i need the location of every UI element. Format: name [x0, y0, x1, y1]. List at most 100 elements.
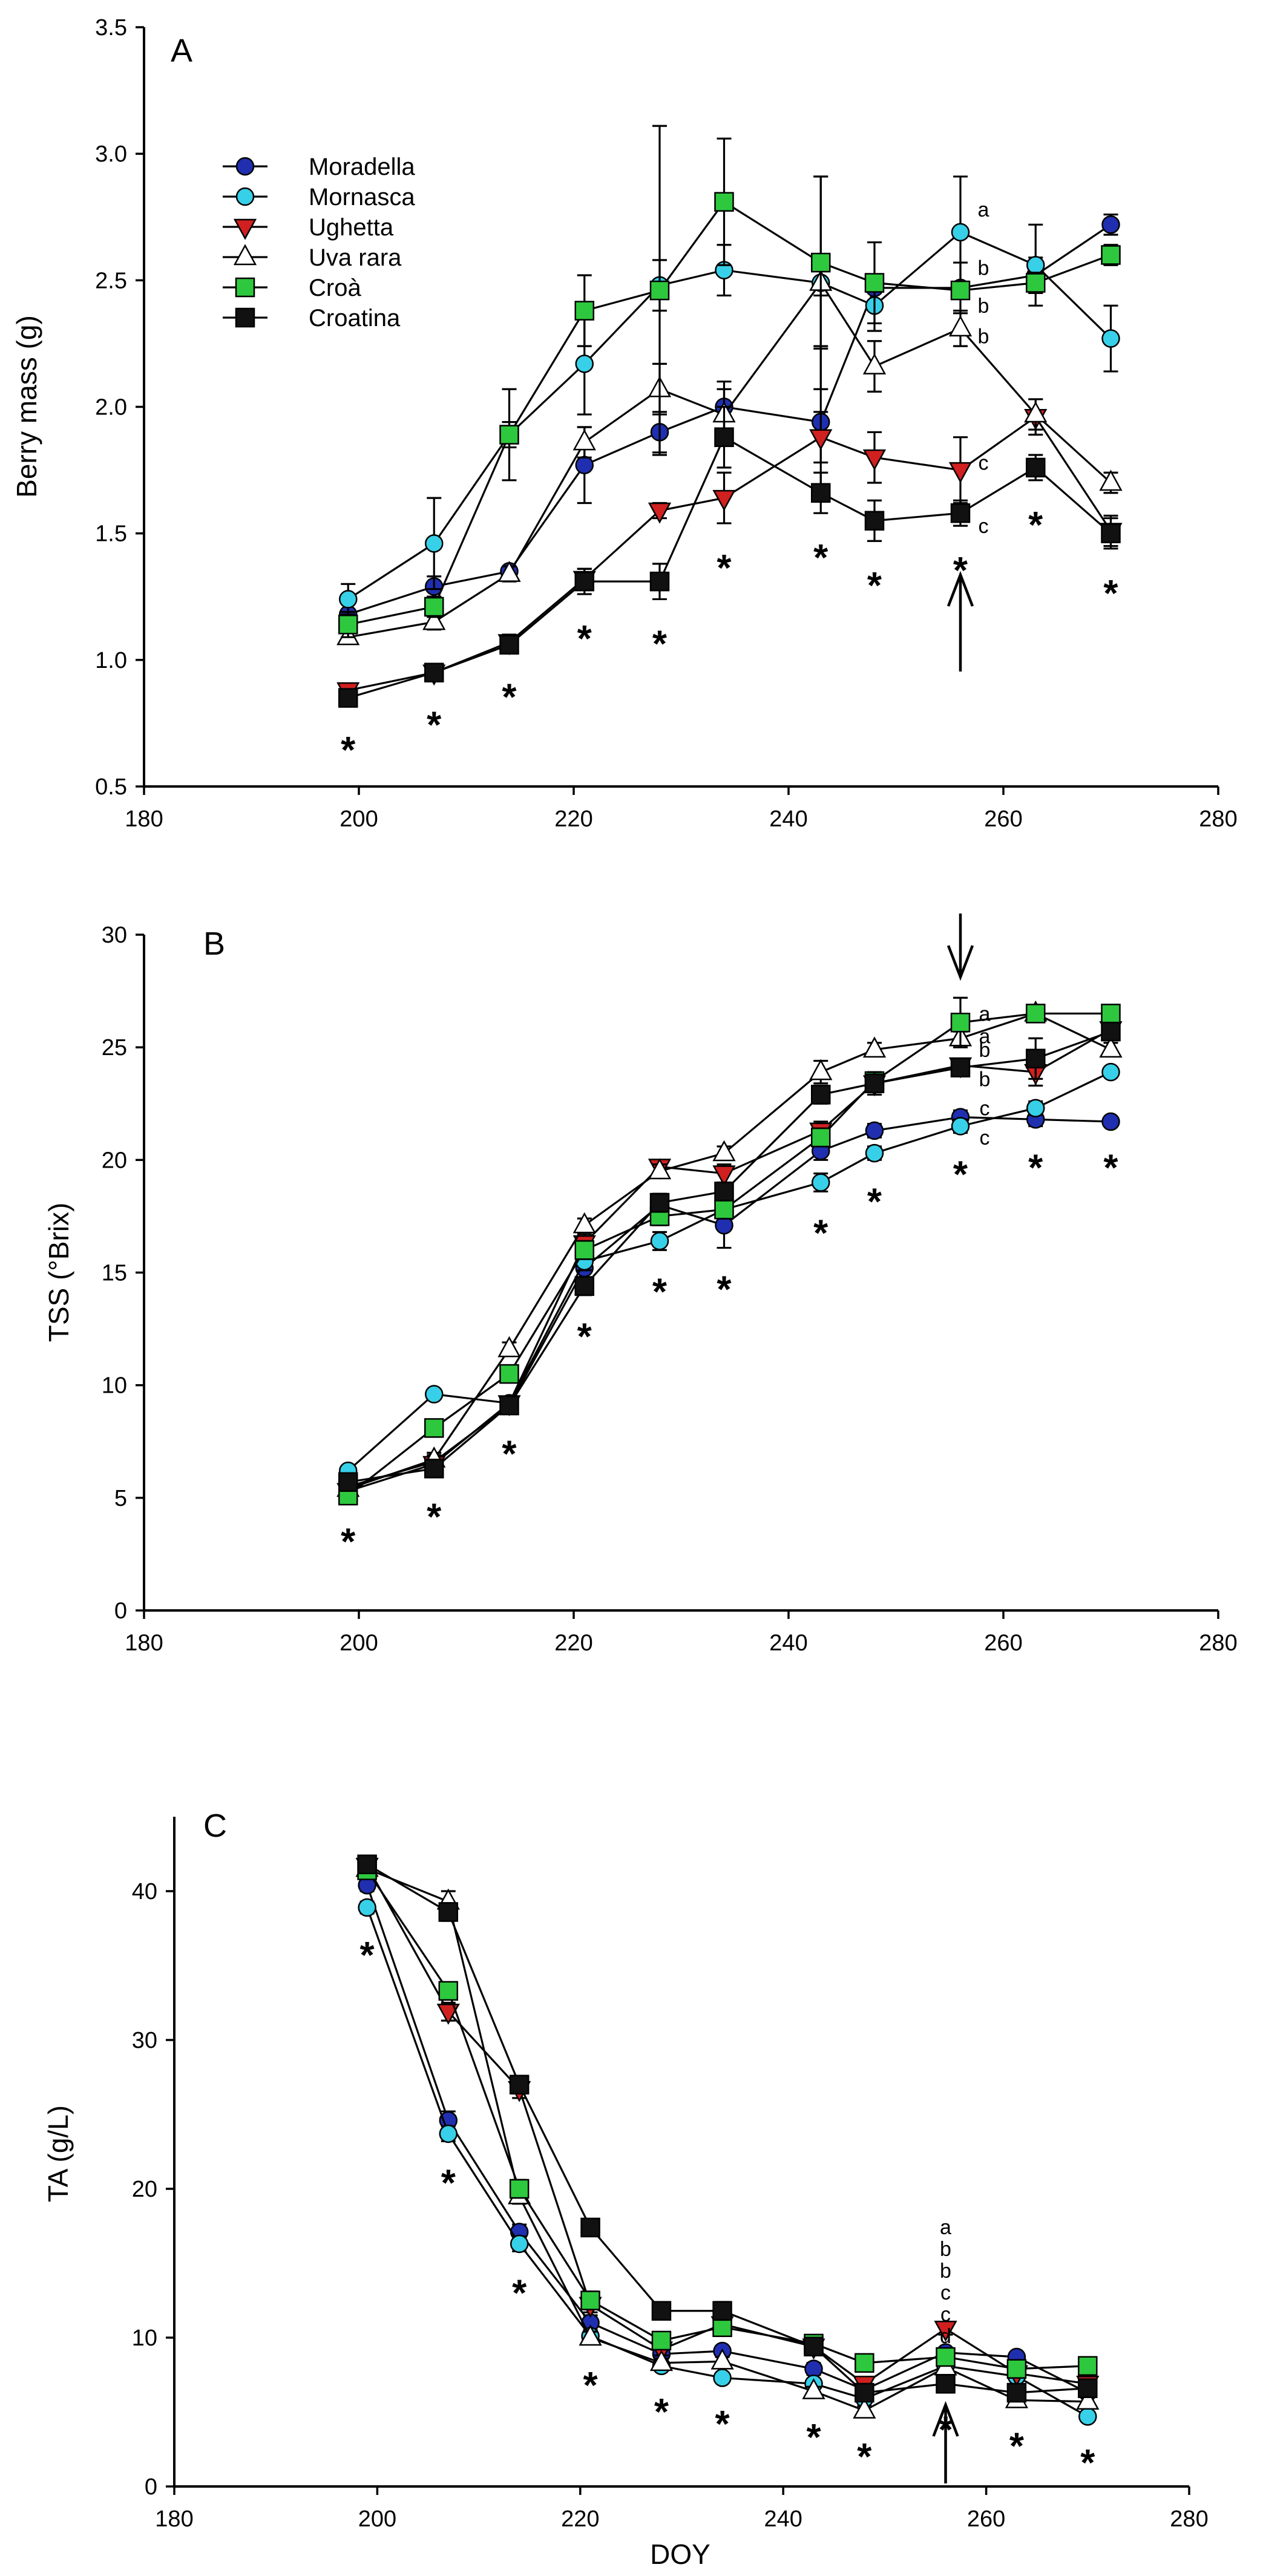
panel-b-letter: B [203, 926, 225, 962]
data-point [497, 561, 521, 582]
data-point [424, 662, 444, 682]
data-point [574, 1276, 594, 1296]
data-point [862, 449, 887, 471]
y-tick-label: 3.5 [95, 15, 127, 41]
group-letter: a [978, 198, 989, 221]
data-point [649, 1192, 670, 1213]
legend-item: Uva rara [223, 244, 402, 271]
data-point [648, 1158, 672, 1180]
data-point [950, 1012, 971, 1033]
data-point [574, 301, 594, 321]
data-point [509, 2074, 530, 2095]
data-point [357, 1854, 377, 1874]
data-point [712, 2301, 732, 2321]
panel-a-y-title: Berry mass (g) [11, 315, 42, 498]
group-letter: b [979, 1068, 991, 1091]
harvest-arrow [946, 570, 974, 672]
data-point [572, 1212, 596, 1234]
legend-label: Moradella [309, 154, 415, 180]
data-point [1101, 1062, 1120, 1082]
data-point [1101, 1021, 1121, 1042]
x-tick-label: 240 [769, 806, 807, 832]
significance-star: * [360, 1935, 375, 1976]
x-tick-label: 200 [358, 2506, 396, 2532]
data-point [811, 1085, 831, 1105]
data-point [1099, 469, 1123, 491]
data-point [1026, 1048, 1046, 1069]
x-tick-label: 220 [554, 806, 592, 832]
significance-star: * [652, 623, 668, 665]
significance-star: * [953, 1154, 968, 1196]
data-point [1101, 1004, 1121, 1024]
data-point [575, 456, 594, 474]
y-tick-label: 20 [132, 2177, 157, 2202]
data-point [802, 2378, 825, 2399]
significance-star: * [1103, 573, 1118, 615]
significance-star: * [577, 1316, 592, 1358]
significance-star: * [427, 704, 442, 746]
data-point [1101, 215, 1120, 234]
data-point [1101, 245, 1121, 265]
series-cro- [357, 1860, 1098, 2379]
data-point [499, 425, 519, 445]
data-point [804, 2336, 824, 2357]
data-point [948, 462, 973, 483]
data-point [338, 688, 358, 708]
data-point [714, 1182, 734, 1201]
data-point [574, 571, 594, 592]
group-letter: b [979, 1039, 991, 1062]
panel-c: C TA (g/L) DOY 180 200 220 240 260 280 0 10 20 30… [42, 1808, 1209, 2570]
group-letter: c [979, 452, 989, 475]
x-tick-label: 260 [984, 1630, 1022, 1656]
series-croatina [338, 1021, 1121, 1492]
group-letter: b [940, 2238, 951, 2261]
significance-star: * [1028, 1147, 1043, 1189]
x-tick-label: 260 [967, 2506, 1005, 2532]
data-point [714, 1199, 734, 1220]
data-point [853, 2397, 876, 2419]
significance-star: * [867, 1181, 882, 1223]
data-point [811, 252, 831, 273]
data-point [714, 192, 734, 212]
legend-marker [235, 157, 255, 176]
legend-label: Ughetta [309, 214, 394, 241]
data-point [864, 1073, 885, 1093]
legend-marker [235, 187, 255, 206]
significance-star: * [512, 2272, 527, 2314]
data-point [862, 1036, 887, 1058]
harvest-arrow [932, 2401, 959, 2483]
data-point [648, 502, 672, 524]
group-letter: a [979, 1025, 991, 1048]
data-point [649, 280, 670, 301]
significance-star: * [1103, 1147, 1118, 1189]
data-point [950, 280, 971, 301]
data-point [575, 355, 594, 373]
data-point [339, 590, 358, 609]
x-tick-label: 200 [340, 1630, 378, 1656]
legend-label: Uva rara [309, 244, 402, 271]
y-tick-label: 10 [132, 2326, 157, 2351]
data-point [809, 1059, 833, 1080]
y-tick-label: 0.5 [95, 774, 127, 800]
data-point [1026, 273, 1046, 293]
legend-label: Croatina [309, 305, 401, 332]
data-point [424, 1459, 444, 1479]
data-point [425, 1385, 444, 1404]
group-letter: c [940, 2303, 951, 2326]
significance-star: * [652, 1271, 668, 1313]
y-tick-label: 2.0 [95, 395, 127, 420]
significance-star: * [717, 548, 732, 589]
data-point [809, 429, 833, 451]
group-letter: c [980, 1126, 990, 1149]
data-point [951, 1117, 970, 1136]
data-point [1099, 1036, 1123, 1058]
y-tick-label: 0 [114, 1598, 127, 1624]
data-point [649, 2350, 674, 2372]
data-point [438, 1902, 459, 1922]
data-point [936, 2347, 956, 2367]
legend: Moradella Mornasca Ughetta Uva rara Croà Croa… [223, 154, 415, 332]
data-point [1078, 2356, 1098, 2376]
data-point [862, 353, 887, 374]
significance-star: * [441, 2162, 456, 2204]
significance-star: * [867, 565, 882, 607]
